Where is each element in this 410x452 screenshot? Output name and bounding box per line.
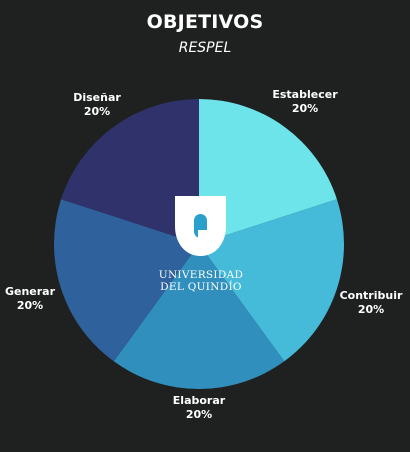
slice-name-contribuir: Contribuir <box>339 289 403 302</box>
pie-slice-disenar <box>61 99 199 244</box>
slice-label-establecer: Establecer 20% <box>262 88 348 116</box>
university-logo: UNIVERSIDAD DEL QUINDÍO <box>155 196 247 296</box>
slice-label-disenar: Diseñar 20% <box>58 91 136 119</box>
pie-slice-contribuir <box>199 199 344 362</box>
logo-line-2: DEL QUINDÍO <box>160 281 242 293</box>
slice-value-establecer: 20% <box>291 102 319 115</box>
slice-name-establecer: Establecer <box>272 88 338 101</box>
chart-subtitle: RESPEL <box>178 40 232 56</box>
slice-value-contribuir: 20% <box>357 303 385 316</box>
slice-value-generar: 20% <box>16 299 44 312</box>
slice-label-generar: Generar 20% <box>0 285 60 313</box>
university-q-logo-icon <box>175 196 226 256</box>
pie-slice-elaborar <box>113 244 285 390</box>
pie-slice-establecer <box>199 99 337 244</box>
slice-label-elaborar: Elaborar 20% <box>158 394 240 422</box>
chart-title: OBJETIVOS <box>146 11 264 33</box>
slice-name-generar: Generar <box>4 285 56 298</box>
pie-slice-generar <box>54 199 199 362</box>
logo-line-1: UNIVERSIDAD <box>158 269 244 281</box>
slice-value-elaborar: 20% <box>185 408 213 421</box>
slice-label-contribuir: Contribuir 20% <box>331 289 410 317</box>
slice-value-disenar: 20% <box>83 105 111 118</box>
slice-name-elaborar: Elaborar <box>172 394 226 407</box>
university-logo-text: UNIVERSIDAD DEL QUINDÍO <box>155 269 247 293</box>
slice-name-disenar: Diseñar <box>73 91 121 104</box>
